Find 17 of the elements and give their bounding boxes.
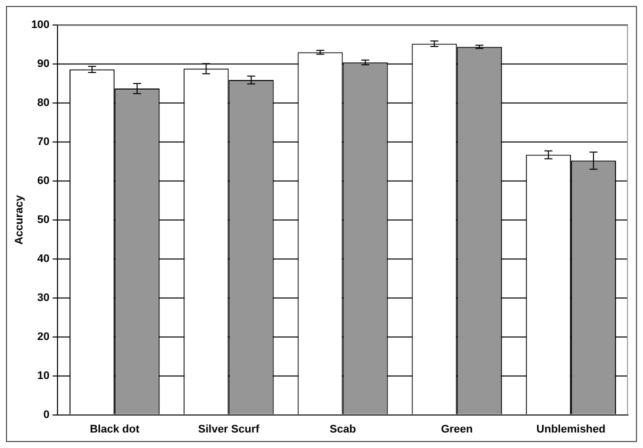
y-tick-label: 100 [31, 19, 50, 32]
x-tick-label: Scab [330, 423, 356, 436]
x-tick-label: Unblemished [536, 423, 606, 436]
y-tick-label: 10 [37, 370, 50, 382]
y-tick-label: 40 [37, 252, 50, 265]
x-tick-label: Green [440, 423, 474, 436]
y-tick-label: 30 [37, 292, 50, 304]
y-tick-label: 60 [37, 174, 50, 187]
x-tick-label: Black dot [90, 423, 140, 436]
y-tick-label: 50 [37, 214, 50, 226]
x-tick-label: Silver Scurf [198, 423, 260, 436]
y-tick-label: 20 [37, 330, 50, 343]
y-tick-label: 0 [43, 408, 50, 421]
y-axis-title: Accuracy [14, 194, 26, 245]
y-tick-label: 90 [37, 58, 50, 70]
y-tick-label: 80 [37, 96, 50, 109]
y-tick-label: 70 [37, 136, 50, 148]
